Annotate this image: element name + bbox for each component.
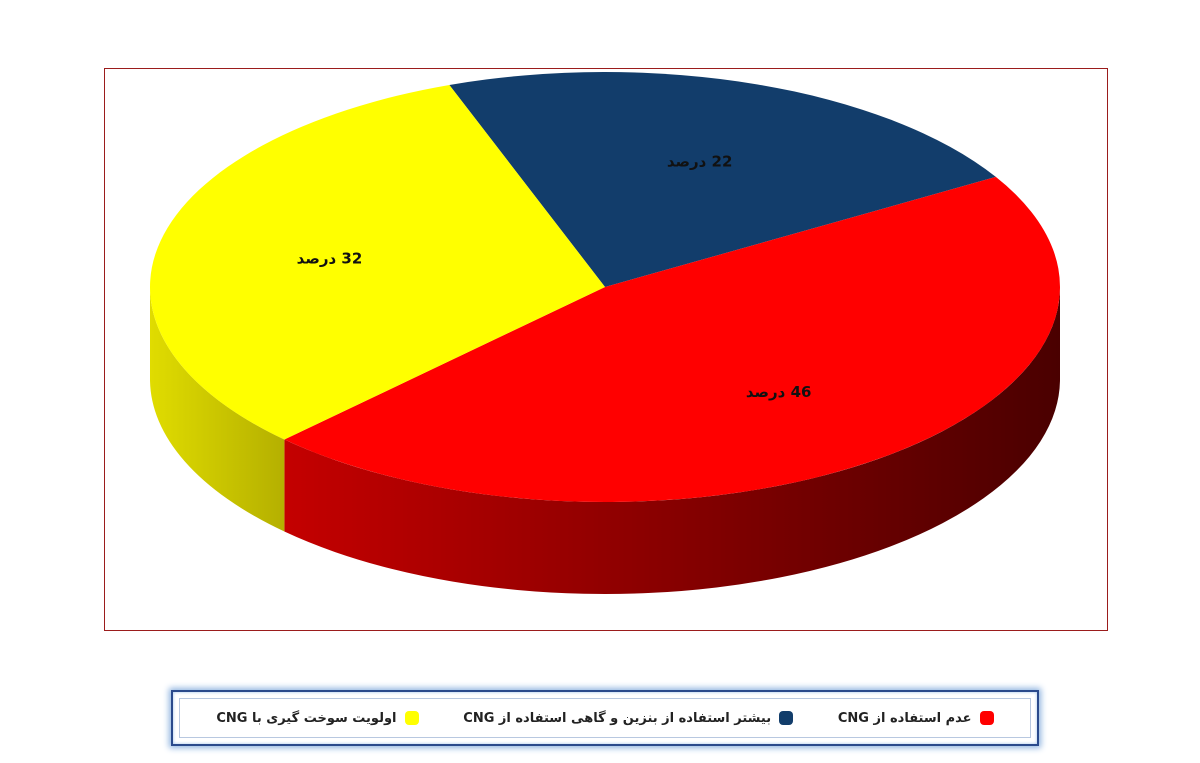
- legend-label: بیشتر استفاده از بنزین و گاهی استفاده از…: [463, 710, 772, 726]
- legend-label: اولویت سوخت گیری با CNG: [216, 710, 397, 726]
- legend-item-no-cng: عدم استفاده از CNG: [838, 711, 994, 726]
- legend-label: عدم استفاده از CNG: [837, 710, 972, 726]
- pie-side-2: [150, 287, 285, 532]
- legend-inner: عدم استفاده از CNG بیشتر استفاده از بنزی…: [179, 698, 1031, 738]
- pie-data-label-1: 22 درصد: [667, 152, 733, 170]
- legend-swatch-red: [979, 711, 994, 725]
- legend-swatch-navy: [779, 711, 794, 725]
- pie-data-label-0: 46 درصد: [746, 383, 812, 401]
- pie-side-0: [284, 287, 1060, 594]
- pie-slice-1: [449, 71, 996, 287]
- pie-tops: [150, 71, 1060, 503]
- pie-slice-0: [284, 176, 1060, 503]
- pie-data-label-2: 32 درصد: [297, 249, 363, 267]
- pie-slice-2: [150, 84, 605, 440]
- legend-swatch-yellow: [404, 711, 419, 725]
- legend-item-mostly-gasoline: بیشتر استفاده از بنزین و گاهی استفاده از…: [463, 710, 794, 726]
- pie-sides: [150, 287, 1060, 594]
- legend: عدم استفاده از CNG بیشتر استفاده از بنزی…: [171, 690, 1039, 746]
- legend-item-cng-priority: اولویت سوخت گیری با CNG: [216, 710, 419, 726]
- pie-labels: 22 درصد 46 درصد 32 درصد: [297, 152, 812, 401]
